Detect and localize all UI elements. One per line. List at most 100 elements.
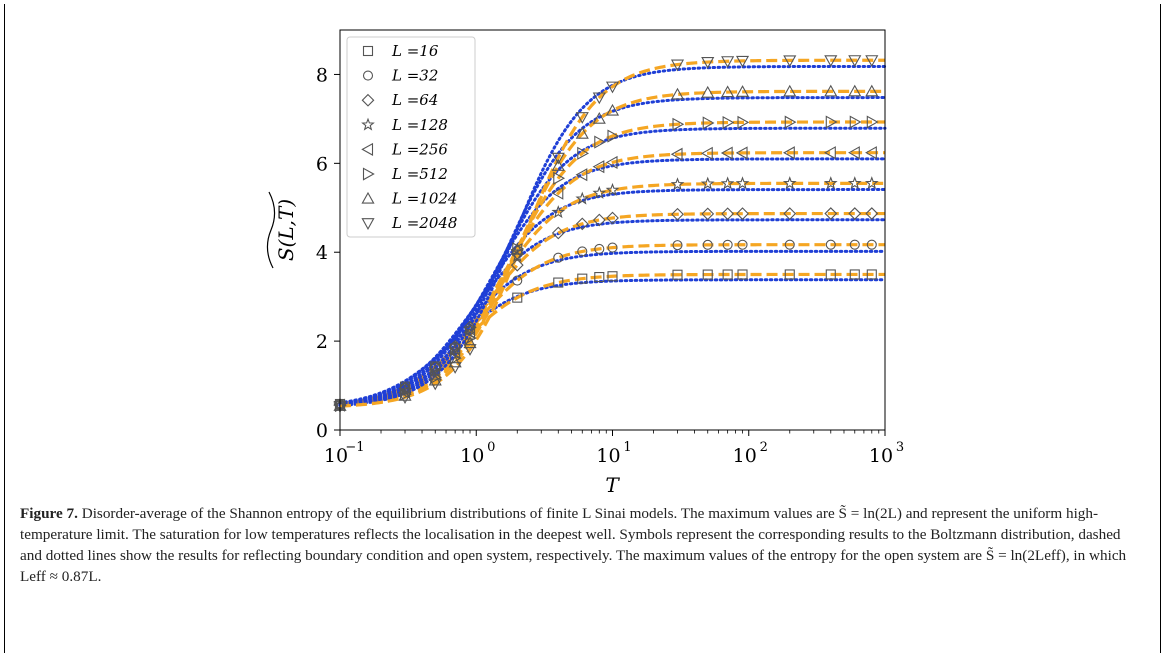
data-point-triangle-down — [551, 152, 565, 165]
data-point-star — [605, 182, 620, 196]
data-point-triangle-left — [735, 146, 748, 160]
data-point-triangle-right — [594, 135, 607, 149]
data-point-diamond — [721, 207, 735, 221]
data-point-triangle-right — [577, 146, 590, 160]
data-point-triangle-up — [510, 242, 524, 255]
x-tick-label: 10 — [869, 445, 893, 467]
data-point-square — [849, 269, 860, 280]
x-tick-exponent: 3 — [896, 440, 904, 455]
data-point-star — [670, 177, 685, 191]
data-point-triangle-right — [672, 117, 685, 131]
y-axis-label-tilde — [266, 191, 276, 269]
x-tick-label: 10 — [460, 445, 484, 467]
legend-label: L =16 — [391, 42, 439, 60]
y-tick-label: 2 — [316, 331, 328, 353]
series-markers — [333, 55, 879, 413]
data-point-circle — [737, 239, 748, 250]
data-point-triangle-right — [553, 171, 566, 185]
data-point-triangle-right — [722, 115, 735, 130]
data-point-star — [823, 176, 838, 190]
data-point-triangle-down — [428, 378, 442, 391]
data-point-triangle-up — [551, 159, 565, 171]
data-point-square — [737, 269, 748, 280]
data-point-triangle-left — [592, 160, 605, 174]
x-axis-label: T — [605, 473, 620, 497]
data-point-diamond — [736, 207, 749, 221]
data-point-triangle-left — [865, 146, 877, 160]
data-point-triangle-right — [866, 115, 879, 129]
data-point-circle — [784, 239, 795, 250]
data-point-triangle-up — [592, 111, 606, 124]
data-point-triangle-down — [575, 112, 589, 124]
legend-marker-star — [361, 117, 375, 131]
data-point-circle — [825, 239, 836, 250]
open-system-line — [338, 126, 887, 407]
data-point-triangle-left — [605, 155, 618, 169]
data-point-diamond — [848, 207, 862, 220]
y-axis-label: S(L,T) — [274, 199, 298, 261]
data-point-triangle-left — [700, 146, 713, 160]
data-point-square — [866, 269, 877, 280]
data-point-circle — [607, 242, 618, 253]
y-tick-label: 6 — [316, 153, 328, 175]
legend-label: L =512 — [391, 165, 448, 183]
data-point-triangle-left — [720, 146, 733, 160]
figure-frame — [4, 4, 1161, 653]
data-point-star — [700, 176, 715, 190]
data-point-triangle-right — [607, 129, 620, 143]
data-point-triangle-right — [849, 115, 862, 129]
data-point-circle — [702, 239, 713, 250]
data-point-triangle-right — [825, 115, 838, 129]
data-point-star — [847, 176, 862, 190]
caption-text: Disorder-average of the Shannon entropy … — [20, 505, 1127, 585]
data-point-diamond — [701, 207, 715, 221]
data-point-triangle-down — [865, 55, 879, 67]
legend-label: L =32 — [391, 67, 438, 85]
data-point-triangle-right — [450, 351, 462, 365]
data-point-square — [553, 277, 564, 288]
legend-marker-diamond — [361, 93, 375, 107]
data-point-triangle-up — [398, 388, 412, 401]
x-tick-exponent: 1 — [623, 440, 631, 455]
data-point-triangle-left — [448, 346, 461, 360]
x-axis-ticks: 10−1 10 0 10 1 10 2 10 3 — [324, 430, 904, 467]
legend-label: L =1024 — [391, 190, 457, 208]
legend-marker-triangle-right — [362, 167, 375, 181]
data-point-diamond — [824, 207, 838, 220]
data-point-triangle-up — [735, 85, 750, 97]
legend-marker-circle — [362, 70, 374, 81]
data-point-triangle-right — [702, 116, 715, 130]
data-point-square — [784, 269, 795, 280]
x-tick-exponent: −1 — [345, 440, 364, 455]
data-point-star — [575, 191, 590, 205]
data-point-circle — [512, 275, 523, 286]
data-point-triangle-left — [848, 146, 860, 160]
data-point-square — [702, 269, 713, 280]
data-point-square — [722, 269, 733, 280]
x-tick-label: 10 — [733, 445, 757, 467]
x-tick-label: 10 — [596, 445, 620, 467]
data-point-triangle-up — [575, 126, 589, 139]
data-point-triangle-down — [510, 249, 524, 262]
data-point-square — [672, 269, 683, 280]
data-point-triangle-right — [430, 370, 442, 384]
data-point-triangle-down — [448, 362, 462, 374]
reflecting-boundary-line — [339, 120, 885, 408]
data-point-triangle-up — [670, 87, 685, 100]
caption-label: Figure 7. — [20, 505, 78, 522]
data-point-circle — [577, 246, 588, 257]
data-point-triangle-up — [463, 336, 477, 349]
data-point-triangle-up — [865, 84, 879, 97]
data-point-triangle-down — [398, 392, 412, 404]
data-point-triangle-right — [784, 115, 797, 129]
reflecting-boundary-line — [339, 58, 885, 408]
data-point-triangle-up — [701, 85, 715, 98]
data-point-diamond — [783, 207, 797, 220]
data-point-triangle-up — [721, 85, 735, 98]
data-point-triangle-right — [464, 331, 477, 345]
data-point-triangle-right — [737, 115, 750, 129]
data-point-triangle-up — [848, 84, 862, 97]
data-point-triangle-left — [551, 186, 564, 200]
data-point-triangle-left — [575, 168, 588, 182]
